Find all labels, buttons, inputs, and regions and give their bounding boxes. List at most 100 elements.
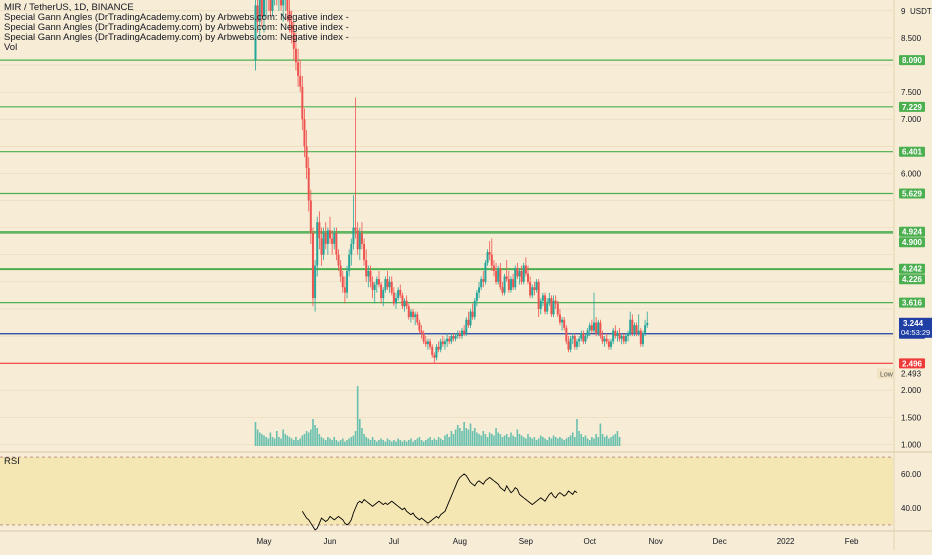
low-label: Low [880, 371, 894, 378]
candle-body [371, 281, 374, 290]
volume-bar [320, 437, 323, 446]
candle-body [627, 333, 630, 337]
volume-bar [314, 425, 316, 446]
candle-body [299, 75, 302, 87]
volume-bar [569, 435, 572, 446]
candle-body [367, 270, 370, 277]
volume-bar [397, 438, 399, 446]
volume-bar [365, 437, 367, 446]
volume-bar [269, 432, 272, 446]
candle-body [471, 311, 474, 318]
volume-bar [493, 435, 495, 446]
volume-bar [557, 438, 559, 446]
candle-body [386, 279, 389, 288]
price-tick-label: 8.500 [901, 34, 922, 43]
indicator-1-title[interactable]: Special Gann Angles (DrTradingAcademy.co… [4, 12, 349, 23]
candle-body [256, 5, 259, 22]
volume-bar [341, 438, 344, 446]
volume-bar [369, 440, 372, 446]
candle-body [637, 330, 640, 334]
candle-body [356, 230, 359, 250]
volume-bar [586, 438, 589, 446]
candle-body [539, 300, 542, 309]
volume-bar [297, 440, 299, 446]
volume-bar [597, 437, 600, 446]
candle-body [437, 346, 440, 350]
volume-bar [258, 432, 261, 446]
candle-body [314, 265, 317, 299]
indicator-3-title[interactable]: Special Gann Angles (DrTradingAcademy.co… [4, 32, 349, 43]
volume-bar [348, 438, 350, 446]
volume-bar [510, 432, 512, 446]
candle-body [339, 265, 342, 277]
indicator-2-title[interactable]: Special Gann Angles (DrTradingAcademy.co… [4, 22, 349, 33]
volume-bar [605, 435, 608, 446]
volume-bar [608, 438, 610, 446]
current-price-box [899, 317, 932, 338]
candle-body [546, 303, 549, 312]
candle-body [548, 298, 551, 304]
candle-body [412, 311, 415, 318]
candle-body [461, 330, 463, 337]
candle-body [431, 346, 434, 355]
volume-bar [471, 431, 474, 446]
candle-body [518, 270, 521, 277]
candle-body [305, 146, 308, 169]
volume-bar [435, 440, 438, 446]
volume-bar [416, 438, 419, 446]
candle-body [288, 10, 291, 22]
volume-bar [384, 441, 387, 446]
volume-bar [354, 431, 357, 446]
candle-body [622, 336, 625, 342]
candle-body [633, 325, 636, 334]
volume-bar [610, 437, 612, 446]
volume-bar [486, 437, 489, 446]
candle-body [407, 306, 410, 318]
level-label-box [899, 297, 925, 308]
candle-body [369, 270, 372, 282]
candle-body [571, 336, 574, 339]
candle-body [552, 300, 555, 315]
symbol-title[interactable]: MIR / TetherUS, 1D, BINANCE [4, 2, 134, 13]
volume-bar [469, 423, 472, 446]
volume-bar [431, 440, 433, 446]
volume-bar [388, 440, 391, 446]
volume-bar [516, 429, 519, 446]
volume-bar [444, 435, 446, 446]
level-label-box [899, 237, 925, 248]
volume-bar [584, 435, 587, 446]
volume-bar [361, 428, 363, 446]
candle-body [292, 32, 295, 49]
candle-body [346, 270, 349, 293]
chart-legend: MIR / TetherUS, 1D, BINANCE Special Gann… [4, 3, 349, 53]
volume-bar [371, 437, 374, 446]
volume-bar [554, 437, 557, 446]
volume-bar [261, 434, 263, 446]
volume-bar [333, 437, 336, 446]
candle-body [309, 200, 312, 234]
volume-bar [527, 434, 529, 446]
candle-body [533, 287, 536, 290]
time-tick-label: Jun [324, 537, 337, 546]
volume-bar [403, 440, 406, 446]
candle-body [614, 330, 617, 337]
volume-bar [337, 441, 340, 446]
current-price-label: 3.244 [903, 319, 924, 328]
candle-body [333, 233, 336, 244]
volume-title[interactable]: Vol [4, 42, 18, 53]
rsi-title[interactable]: RSI [4, 456, 20, 467]
volume-bar [390, 441, 393, 446]
candle-body [409, 311, 412, 318]
volume-bar [414, 440, 416, 446]
volume-bar [420, 440, 423, 446]
volume-bar [312, 419, 314, 446]
candle-body [420, 330, 423, 334]
volume-bar [399, 440, 402, 446]
candle-body [580, 333, 583, 339]
rsi-line [301, 473, 578, 531]
low-tag [877, 368, 894, 379]
candle-body [616, 333, 619, 337]
candle-body [603, 338, 606, 342]
